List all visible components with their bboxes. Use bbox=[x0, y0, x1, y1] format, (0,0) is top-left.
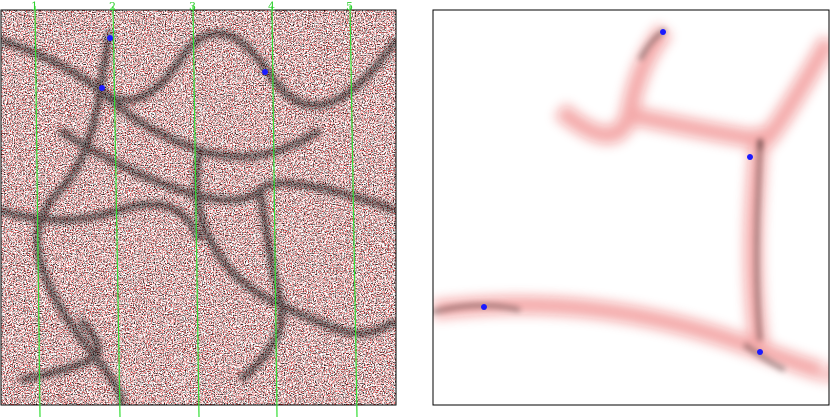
junctions bbox=[481, 29, 763, 355]
marker-label: 4 bbox=[268, 0, 275, 13]
left-panel bbox=[1, 10, 396, 405]
right-frame bbox=[432, 9, 830, 406]
marker-label: 5 bbox=[346, 0, 353, 13]
junctions bbox=[99, 35, 268, 91]
right-panel bbox=[433, 10, 829, 405]
marker-label: 3 bbox=[189, 0, 196, 13]
marker-label: 2 bbox=[109, 0, 116, 13]
marker-lines bbox=[34, 5, 358, 417]
marker-label: 1 bbox=[31, 0, 38, 13]
